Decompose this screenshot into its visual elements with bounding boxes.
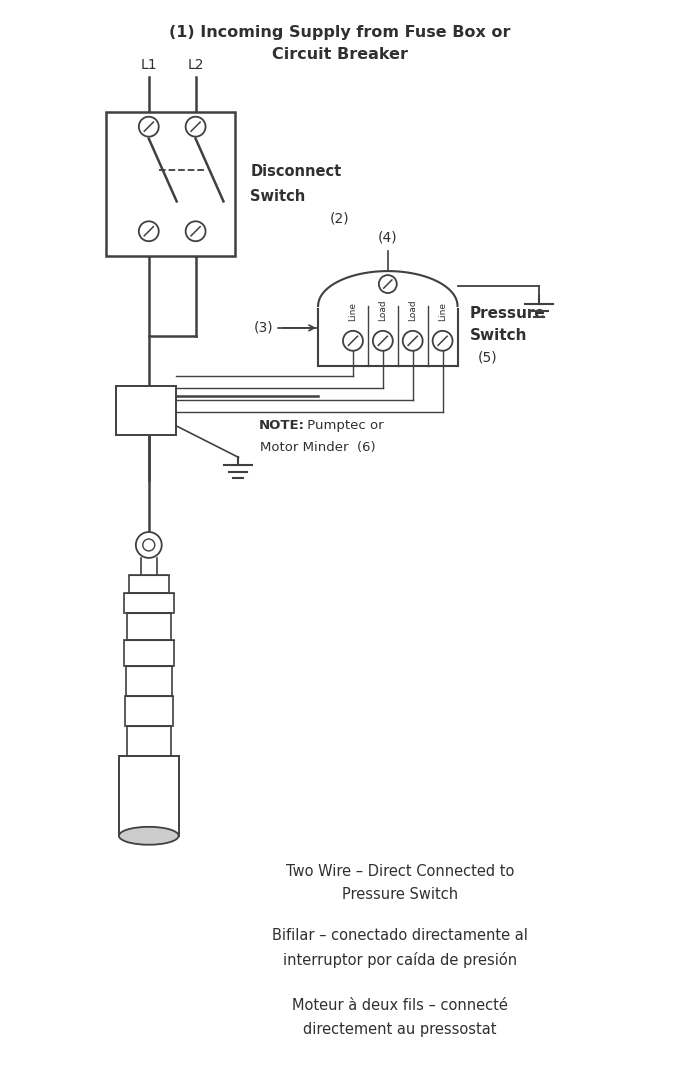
Text: Load: Load xyxy=(378,299,388,321)
FancyBboxPatch shape xyxy=(127,613,171,640)
Text: (3): (3) xyxy=(254,320,273,334)
Text: Circuit Breaker: Circuit Breaker xyxy=(272,47,408,62)
Text: Motor Minder  (6): Motor Minder (6) xyxy=(260,441,376,454)
Text: Moteur à deux fils – connecté
directement au pressostat: Moteur à deux fils – connecté directemen… xyxy=(292,998,508,1036)
Text: Two Wire – Direct Connected to
Pressure Switch: Two Wire – Direct Connected to Pressure … xyxy=(286,863,514,902)
Text: Line: Line xyxy=(348,302,358,321)
Text: Pumptec or: Pumptec or xyxy=(303,419,384,432)
FancyBboxPatch shape xyxy=(126,666,171,697)
Text: NOTE:: NOTE: xyxy=(258,419,305,432)
Text: (2): (2) xyxy=(330,212,350,226)
Text: (5): (5) xyxy=(477,350,497,364)
Text: Switch: Switch xyxy=(250,189,305,204)
FancyBboxPatch shape xyxy=(125,697,173,727)
FancyBboxPatch shape xyxy=(106,112,235,256)
Text: Load: Load xyxy=(408,299,418,321)
FancyBboxPatch shape xyxy=(124,640,173,666)
FancyBboxPatch shape xyxy=(127,727,171,756)
Text: Line: Line xyxy=(438,302,447,321)
Text: Disconnect: Disconnect xyxy=(250,164,341,180)
FancyBboxPatch shape xyxy=(124,592,173,613)
FancyBboxPatch shape xyxy=(116,386,175,435)
Ellipse shape xyxy=(119,827,179,845)
Text: L1: L1 xyxy=(141,58,157,72)
Text: Pressure: Pressure xyxy=(469,306,545,321)
FancyBboxPatch shape xyxy=(318,306,458,366)
Text: L2: L2 xyxy=(188,58,204,72)
FancyBboxPatch shape xyxy=(119,756,179,835)
Text: Bifilar – conectado directamente al
interruptor por caída de presión: Bifilar – conectado directamente al inte… xyxy=(272,929,528,969)
FancyBboxPatch shape xyxy=(129,575,169,592)
Text: (1) Incoming Supply from Fuse Box or: (1) Incoming Supply from Fuse Box or xyxy=(169,25,511,40)
Text: (4): (4) xyxy=(378,230,398,244)
Text: Switch: Switch xyxy=(469,328,527,343)
